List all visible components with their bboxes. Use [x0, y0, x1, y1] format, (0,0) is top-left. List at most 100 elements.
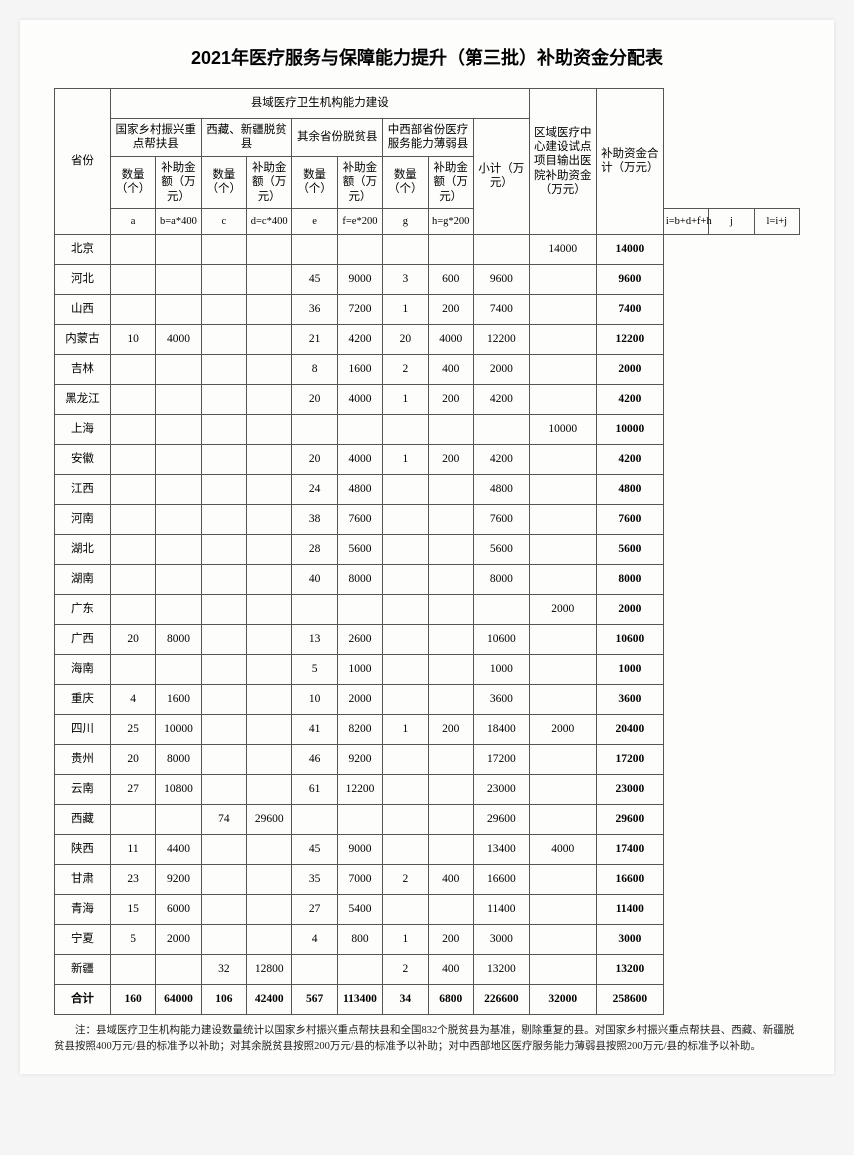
th-qty: 数量（个） — [383, 156, 428, 208]
th-amt: 补助金额（万元） — [428, 156, 473, 208]
cell-i: 4200 — [473, 384, 529, 414]
cell-b — [156, 234, 201, 264]
cell-f — [337, 594, 382, 624]
cell-a — [110, 234, 155, 264]
cell-d: 12800 — [247, 954, 292, 984]
cell-j: 14000 — [529, 234, 596, 264]
cell-c — [201, 774, 246, 804]
cell-f: 9000 — [337, 264, 382, 294]
cell-d — [247, 624, 292, 654]
table-row: 新疆321280024001320013200 — [55, 954, 800, 984]
cell-e: 13 — [292, 624, 337, 654]
cell-i: 10600 — [473, 624, 529, 654]
cell-h: 200 — [428, 924, 473, 954]
cell-g — [383, 684, 428, 714]
table-row: 云南271080061122002300023000 — [55, 774, 800, 804]
cell-p: 江西 — [55, 474, 111, 504]
cell-a — [110, 534, 155, 564]
cell-i: 29600 — [473, 804, 529, 834]
cell-g — [383, 894, 428, 924]
cell-h — [428, 234, 473, 264]
cell-p: 吉林 — [55, 354, 111, 384]
th-subtotal: 小计（万元） — [473, 119, 529, 235]
table-row: 贵州2080004692001720017200 — [55, 744, 800, 774]
cell-j — [529, 534, 596, 564]
cell-b — [156, 954, 201, 984]
cell-a — [110, 444, 155, 474]
allocation-table: 省份 县域医疗卫生机构能力建设 区域医疗中心建设试点项目输出医院补助资金（万元）… — [54, 88, 800, 1015]
th-province: 省份 — [55, 89, 111, 235]
page-title: 2021年医疗服务与保障能力提升（第三批）补助资金分配表 — [54, 44, 800, 70]
cell-l: 2000 — [596, 594, 663, 624]
table-row: 黑龙江204000120042004200 — [55, 384, 800, 414]
cell-f: 5600 — [337, 534, 382, 564]
cell-a: 23 — [110, 864, 155, 894]
cell-j — [529, 954, 596, 984]
cell-a — [110, 594, 155, 624]
cell-f: 5400 — [337, 894, 382, 924]
cell-l: 10600 — [596, 624, 663, 654]
cell-h: 200 — [428, 384, 473, 414]
cell-c — [201, 714, 246, 744]
cell-p: 海南 — [55, 654, 111, 684]
formula-h: h=g*200 — [428, 208, 473, 234]
cell-l: 2000 — [596, 354, 663, 384]
cell-a: 25 — [110, 714, 155, 744]
table-row: 广西2080001326001060010600 — [55, 624, 800, 654]
cell-j — [529, 354, 596, 384]
table-row: 北京1400014000 — [55, 234, 800, 264]
cell-j — [529, 894, 596, 924]
cell-g — [383, 654, 428, 684]
cell-f — [337, 234, 382, 264]
cell-j — [529, 924, 596, 954]
cell-b — [156, 804, 201, 834]
formula-c: c — [201, 208, 246, 234]
cell-d: 29600 — [247, 804, 292, 834]
cell-p: 安徽 — [55, 444, 111, 474]
cell-b: 8000 — [156, 624, 201, 654]
cell-f: 4000 — [337, 384, 382, 414]
cell-l: 5600 — [596, 534, 663, 564]
cell-d — [247, 894, 292, 924]
cell-e: 45 — [292, 834, 337, 864]
cell-p: 河南 — [55, 504, 111, 534]
cell-c — [201, 564, 246, 594]
cell-a: 27 — [110, 774, 155, 804]
cell-e: 35 — [292, 864, 337, 894]
cell-g — [383, 624, 428, 654]
cell-d — [247, 474, 292, 504]
th-qty: 数量（个） — [110, 156, 155, 208]
cell-c — [201, 744, 246, 774]
cell-b — [156, 294, 201, 324]
cell-h — [428, 414, 473, 444]
cell-l: 7600 — [596, 504, 663, 534]
formula-row: a b=a*400 c d=c*400 e f=e*200 g h=g*200 … — [55, 208, 800, 234]
cell-e: 61 — [292, 774, 337, 804]
cell-b — [156, 264, 201, 294]
cell-f: 9000 — [337, 834, 382, 864]
table-row: 广东20002000 — [55, 594, 800, 624]
cell-b: 10800 — [156, 774, 201, 804]
cell-g — [383, 414, 428, 444]
cell-d — [247, 774, 292, 804]
cell-f: 4000 — [337, 444, 382, 474]
cell-g: 3 — [383, 264, 428, 294]
cell-p: 青海 — [55, 894, 111, 924]
cell-h: 400 — [428, 354, 473, 384]
cell-c: 32 — [201, 954, 246, 984]
cell-g — [383, 504, 428, 534]
cell-d: 42400 — [247, 984, 292, 1014]
cell-e: 24 — [292, 474, 337, 504]
cell-h: 200 — [428, 444, 473, 474]
cell-i: 13400 — [473, 834, 529, 864]
cell-g: 1 — [383, 924, 428, 954]
cell-g — [383, 534, 428, 564]
cell-l: 4200 — [596, 384, 663, 414]
cell-d — [247, 744, 292, 774]
cell-b: 10000 — [156, 714, 201, 744]
th-group-a: 国家乡村振兴重点帮扶县 — [110, 119, 201, 157]
cell-e: 27 — [292, 894, 337, 924]
cell-j — [529, 654, 596, 684]
cell-l: 9600 — [596, 264, 663, 294]
cell-l: 17200 — [596, 744, 663, 774]
